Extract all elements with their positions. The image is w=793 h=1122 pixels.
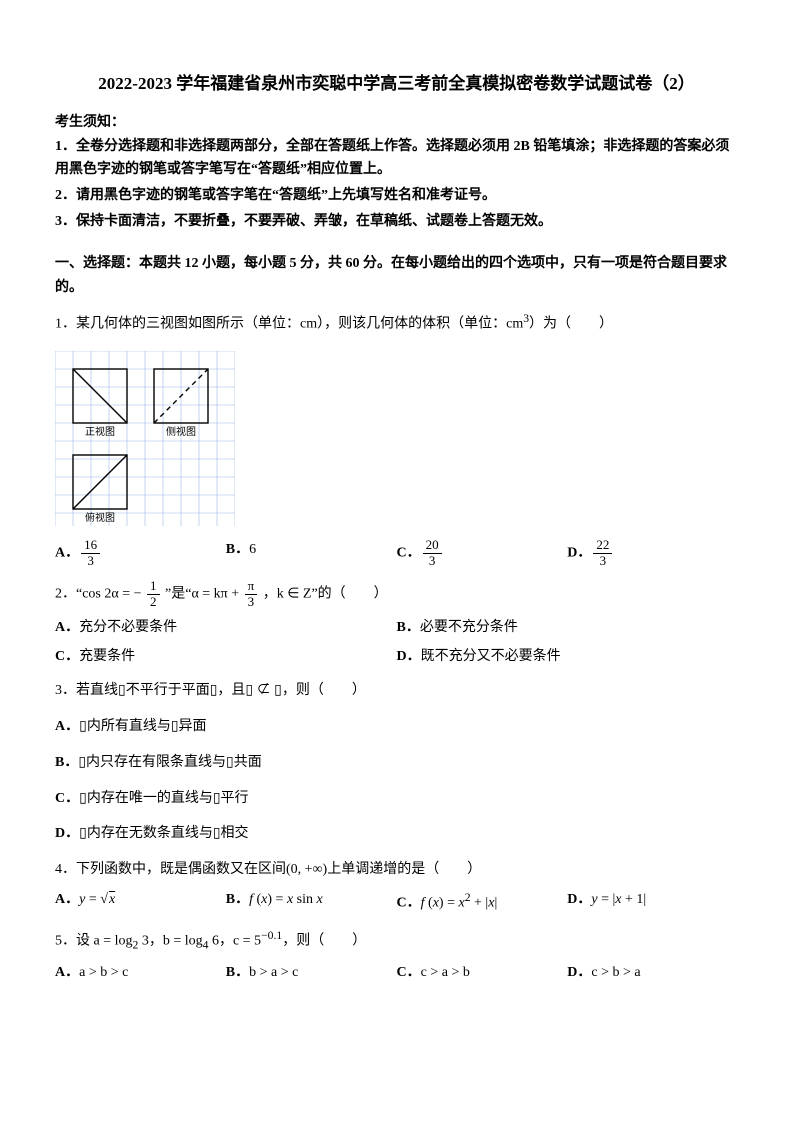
instruction-header: 考生须知： bbox=[55, 111, 738, 135]
q1-a-num: 16 bbox=[81, 538, 100, 554]
q5-opt-b: B．b > a > c bbox=[226, 961, 397, 985]
q2-suffix: ，k ∈ Z”的（ ） bbox=[263, 586, 388, 601]
q3-opt-d: D．▯内存在无数条直线与▯相交 bbox=[55, 822, 738, 846]
q5-b-text: b > a > c bbox=[249, 965, 298, 980]
question-1: 1．某几何体的三视图如图所示（单位：cm），则该几何体的体积（单位：cm3）为（… bbox=[55, 309, 738, 336]
section-1-header: 一、选择题：本题共 12 小题，每小题 5 分，共 60 分。在每小题给出的四个… bbox=[55, 252, 738, 300]
question-2: 2．“cos 2α = − 12 ”是“α = kπ + π3 ，k ∈ Z”的… bbox=[55, 579, 738, 610]
q1-opt-c: C．203 bbox=[397, 538, 568, 569]
question-3: 3．若直线▯不平行于平面▯，且▯ ⊄ ▯，则（ ） bbox=[55, 679, 738, 703]
q1-options: A．163 B．6 C．203 D．223 bbox=[55, 538, 738, 569]
q5-mid2: 6，c = 5 bbox=[208, 933, 261, 948]
q2-a-text: 充分不必要条件 bbox=[79, 620, 177, 635]
q4-opt-b: B．f (x) = x sin x bbox=[226, 888, 397, 915]
q5-opt-c: C．c > a > b bbox=[397, 961, 568, 985]
q2-opt-d: D．既不充分又不必要条件 bbox=[397, 645, 739, 669]
q1-b-val: 6 bbox=[249, 542, 256, 557]
q1-figure: 正视图 侧视图 俯视图 bbox=[55, 351, 738, 526]
q1-opt-b: B．6 bbox=[226, 538, 397, 569]
q5-c-text: c > a > b bbox=[421, 965, 470, 980]
instructions-block: 考生须知： 1．全卷分选择题和非选择题两部分，全部在答题纸上作答。选择题必须用 … bbox=[55, 111, 738, 234]
q1-c-num: 20 bbox=[423, 538, 442, 554]
q5-suffix: ，则（ ） bbox=[282, 933, 366, 948]
front-view-label: 正视图 bbox=[85, 425, 115, 438]
q2-options-row2: C．充要条件 D．既不充分又不必要条件 bbox=[55, 645, 738, 669]
instruction-line-2: 2．请用黑色字迹的钢笔或答字笔在“答题纸”上先填写姓名和准考证号。 bbox=[55, 184, 738, 208]
q2-prefix: 2．“cos 2α = − bbox=[55, 586, 142, 601]
question-5: 5．设 a = log2 3，b = log4 6，c = 5−0.1，则（ ） bbox=[55, 926, 738, 955]
q1-d-num: 22 bbox=[593, 538, 612, 554]
q5-opt-a: A．a > b > c bbox=[55, 961, 226, 985]
q2-f1d: 2 bbox=[147, 595, 160, 610]
q5-options: A．a > b > c B．b > a > c C．c > a > b D．c … bbox=[55, 961, 738, 985]
q2-opt-a: A．充分不必要条件 bbox=[55, 616, 397, 640]
top-view-label: 俯视图 bbox=[85, 511, 115, 524]
q5-d-text: c > b > a bbox=[591, 965, 640, 980]
q2-frac2: π3 bbox=[245, 579, 258, 610]
q5-sup: −0.1 bbox=[261, 929, 282, 942]
q4-options: A．y = √x B．f (x) = x sin x C．f (x) = x2 … bbox=[55, 888, 738, 915]
q2-opt-c: C．充要条件 bbox=[55, 645, 397, 669]
q5-a-text: a > b > c bbox=[79, 965, 128, 980]
q2-f2d: 3 bbox=[245, 595, 258, 610]
q3-c-text: ▯内存在唯一的直线与▯平行 bbox=[79, 791, 248, 806]
q1-opt-a: A．163 bbox=[55, 538, 226, 569]
q4-opt-a: A．y = √x bbox=[55, 888, 226, 915]
side-view-label: 侧视图 bbox=[166, 425, 196, 438]
q1-opt-d: D．223 bbox=[567, 538, 738, 569]
q1-stem-suffix: ）为（ ） bbox=[529, 317, 613, 332]
q2-options-row1: A．充分不必要条件 B．必要不充分条件 bbox=[55, 616, 738, 640]
q3-opt-c: C．▯内存在唯一的直线与▯平行 bbox=[55, 787, 738, 811]
q3-d-text: ▯内存在无数条直线与▯相交 bbox=[79, 826, 248, 841]
front-view bbox=[73, 369, 127, 423]
q2-b-text: 必要不充分条件 bbox=[420, 620, 518, 635]
q3-b-text: ▯内只存在有限条直线与▯共面 bbox=[78, 755, 261, 770]
page-title: 2022-2023 学年福建省泉州市奕聪中学高三考前全真模拟密卷数学试题试卷（2… bbox=[55, 70, 738, 99]
q2-f1n: 1 bbox=[147, 579, 160, 595]
q2-c-text: 充要条件 bbox=[79, 649, 135, 664]
q2-mid: ”是“α = kπ + bbox=[165, 586, 239, 601]
q2-frac1: 12 bbox=[147, 579, 160, 610]
q1-d-den: 3 bbox=[593, 554, 612, 569]
question-4: 4．下列函数中，既是偶函数又在区间(0, +∞)上单调递增的是（ ） bbox=[55, 858, 738, 882]
q4-opt-c: C．f (x) = x2 + |x| bbox=[397, 888, 568, 915]
instruction-line-1: 1．全卷分选择题和非选择题两部分，全部在答题纸上作答。选择题必须用 2B 铅笔填… bbox=[55, 135, 738, 183]
q5-prefix: 5．设 a = log bbox=[55, 933, 133, 948]
q2-f2n: π bbox=[245, 579, 258, 595]
q2-opt-b: B．必要不充分条件 bbox=[397, 616, 739, 640]
q5-mid1: 3，b = log bbox=[138, 933, 202, 948]
q3-a-text: ▯内所有直线与▯异面 bbox=[79, 719, 206, 734]
q4-opt-d: D．y = |x + 1| bbox=[567, 888, 738, 915]
q1-stem-prefix: 1．某几何体的三视图如图所示（单位：cm），则该几何体的体积（单位：cm bbox=[55, 317, 523, 332]
q2-d-text: 既不充分又不必要条件 bbox=[421, 649, 561, 664]
q3-options: A．▯内所有直线与▯异面 B．▯内只存在有限条直线与▯共面 C．▯内存在唯一的直… bbox=[55, 715, 738, 846]
three-view-svg: 正视图 侧视图 俯视图 bbox=[55, 351, 235, 526]
q3-opt-a: A．▯内所有直线与▯异面 bbox=[55, 715, 738, 739]
top-view bbox=[73, 455, 127, 509]
q3-opt-b: B．▯内只存在有限条直线与▯共面 bbox=[55, 751, 738, 775]
instruction-line-3: 3．保持卡面清洁，不要折叠，不要弄破、弄皱，在草稿纸、试题卷上答题无效。 bbox=[55, 210, 738, 234]
q5-opt-d: D．c > b > a bbox=[567, 961, 738, 985]
q1-c-den: 3 bbox=[423, 554, 442, 569]
q1-a-den: 3 bbox=[81, 554, 100, 569]
